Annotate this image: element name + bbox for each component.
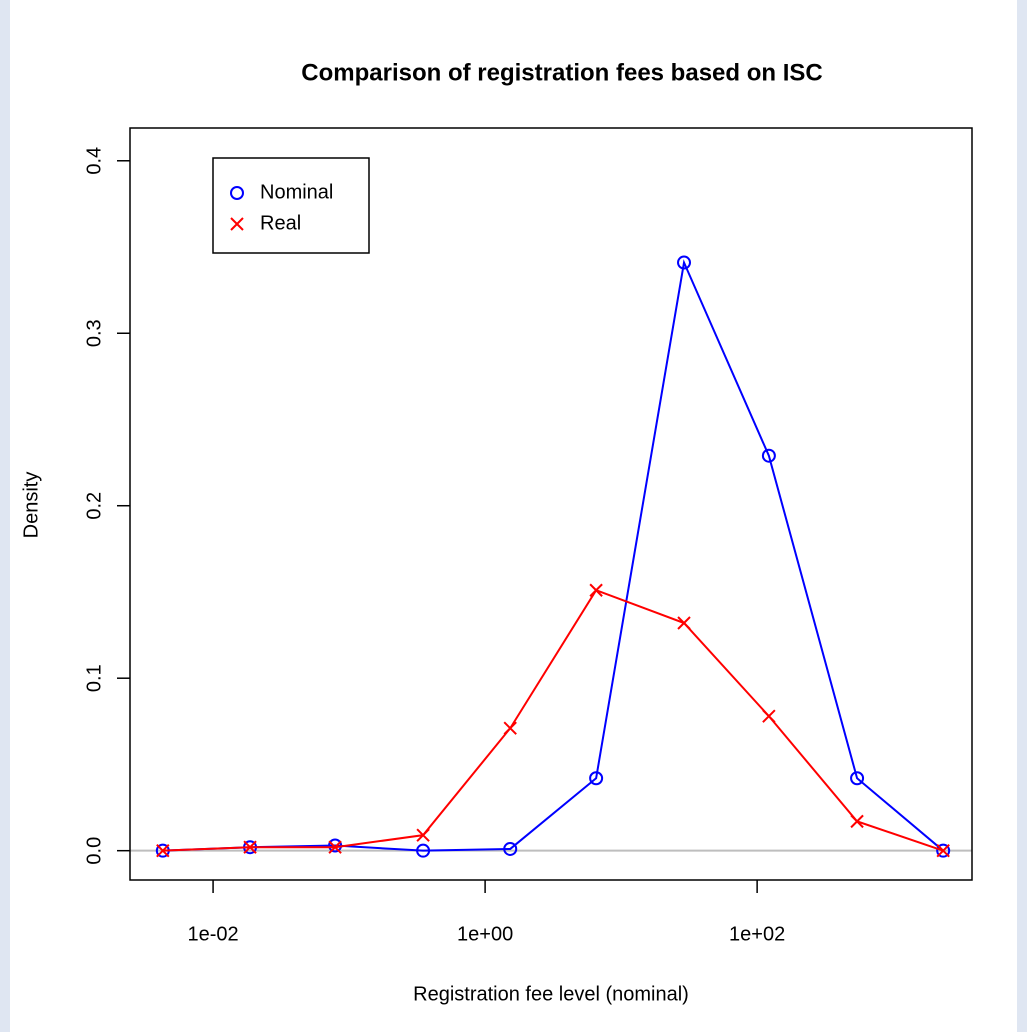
y-axis-label: Density	[20, 472, 42, 539]
y-tick-label: 0.2	[83, 492, 105, 520]
x-axis-label: Registration fee level (nominal)	[413, 983, 689, 1005]
x-tick-label: 1e-02	[188, 923, 239, 945]
point	[936, 843, 951, 858]
point	[243, 840, 257, 854]
legend-marker	[230, 186, 244, 200]
y-tick-label: 0.0	[83, 837, 105, 865]
point	[589, 583, 603, 597]
point	[416, 828, 430, 842]
chart-title: Comparison of registration fees based on…	[301, 59, 822, 86]
point	[416, 843, 431, 858]
point	[936, 843, 950, 858]
right-edge	[1017, 0, 1027, 1032]
point	[761, 448, 776, 463]
point	[503, 721, 517, 735]
series-line	[162, 589, 944, 852]
y-tick-label: 0.3	[83, 319, 105, 347]
point	[328, 840, 342, 854]
point	[589, 771, 604, 786]
point	[762, 709, 776, 723]
legend-label: Nominal	[260, 181, 333, 203]
point	[677, 616, 691, 630]
legend-marker	[230, 217, 244, 231]
point	[156, 843, 170, 858]
x-tick-label: 1e+00	[457, 923, 513, 945]
legend-label: Real	[260, 212, 301, 234]
point	[677, 255, 692, 270]
x-tick-label: 1e+02	[729, 923, 785, 945]
point	[850, 771, 865, 786]
plot-frame	[129, 127, 973, 881]
point	[850, 814, 864, 829]
y-tick-label: 0.4	[83, 147, 105, 175]
y-tick-label: 0.1	[83, 664, 105, 692]
left-edge	[0, 0, 10, 1032]
point	[503, 841, 518, 856]
legend-box	[212, 157, 370, 254]
